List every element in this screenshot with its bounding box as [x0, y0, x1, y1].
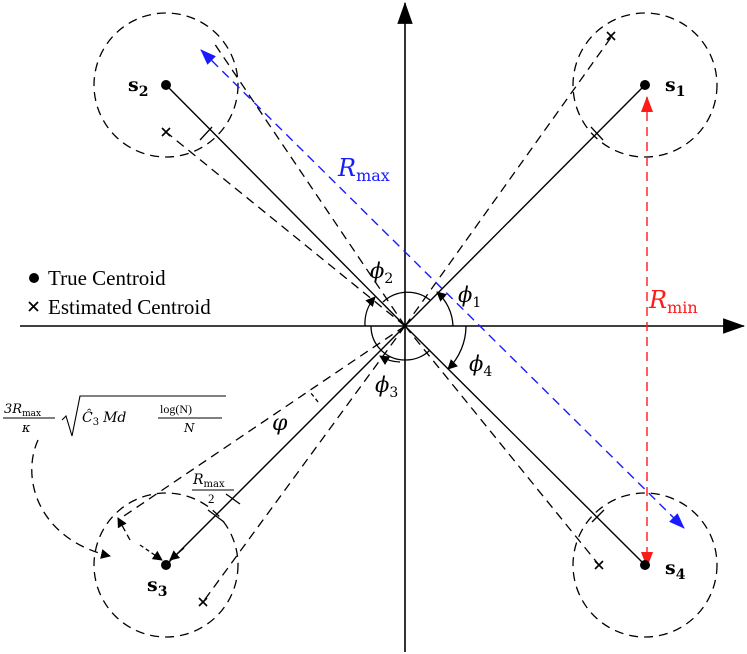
label-s2: s2 [128, 74, 148, 100]
svg-text:log(N): log(N) [160, 402, 192, 416]
est-centroid-s2 [161, 127, 171, 137]
formula-pointer-curve [31, 439, 111, 559]
svg-text:2: 2 [208, 491, 215, 506]
est-centroid-s4 [594, 560, 604, 570]
true-centroid-s1 [640, 80, 650, 90]
legend-dot-icon [29, 273, 39, 283]
label-s1: s1 [665, 74, 685, 100]
svg-text:Rmax: Rmax [192, 472, 225, 490]
circle-s3 [93, 492, 239, 638]
dashed-line-tangent-s3 [117, 325, 406, 521]
arc-varphi [308, 390, 319, 403]
label-varphi: φ [272, 411, 288, 436]
tick-s2-mid [199, 126, 213, 141]
label-phi1: ϕ1 [458, 283, 481, 311]
radius-arrow-s3-b [139, 544, 163, 561]
radius-arrow-s3-c [169, 547, 185, 561]
true-centroid-s4 [640, 560, 650, 570]
r-max-arrow [200, 49, 685, 529]
legend-cross-icon [28, 301, 39, 312]
legend-true-centroid: True Centroid [48, 266, 166, 290]
legend-estimated-centroid: Estimated Centroid [48, 295, 211, 319]
legend: True Centroid Estimated Centroid [28, 266, 211, 319]
true-centroid-s3 [161, 560, 171, 570]
label-radius-formula: 3Rmax κ Ĉ3 Md log(N) N [3, 395, 226, 437]
tick-s4-mid [591, 509, 605, 523]
true-centroid-s2 [161, 80, 171, 90]
label-r-max: Rmax [337, 154, 390, 185]
svg-text:3Rmax: 3Rmax [4, 402, 41, 419]
radius-arrow-s3-a [117, 517, 131, 541]
line-origin-s4 [404, 325, 646, 566]
dashed-line-est-s4 [404, 325, 600, 566]
line-origin-s3 [165, 325, 406, 566]
label-phi2: ϕ2 [370, 259, 393, 287]
label-r-min: Rmin [648, 286, 698, 317]
dashed-line-est-s3 [202, 325, 406, 603]
est-centroid-s1 [606, 31, 616, 41]
svg-text:κ: κ [21, 421, 31, 436]
svg-text:N: N [183, 421, 195, 435]
line-origin-s2 [165, 84, 406, 327]
label-phi4: ϕ4 [469, 352, 492, 380]
arc-phi4 [447, 325, 467, 370]
label-half-r-max: Rmax 2 [192, 472, 234, 506]
est-centroid-s3 [198, 597, 208, 607]
label-s3: s3 [147, 574, 167, 600]
label-s4: s4 [665, 557, 686, 583]
line-origin-s1 [404, 84, 646, 327]
arc-phi2 [364, 296, 376, 327]
label-phi3: ϕ3 [375, 373, 398, 401]
